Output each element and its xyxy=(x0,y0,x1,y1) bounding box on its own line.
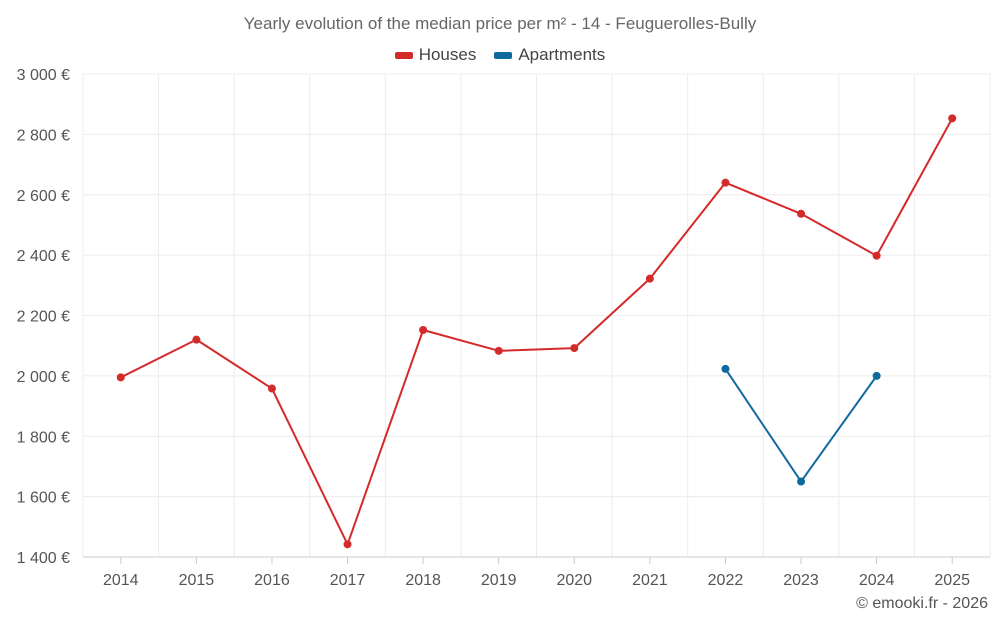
y-tick-label: 2 400 € xyxy=(17,248,70,265)
data-point-apartments xyxy=(797,477,806,486)
data-point-houses xyxy=(343,540,352,549)
data-point-houses xyxy=(267,384,276,393)
data-point-houses xyxy=(721,178,730,187)
data-point-houses xyxy=(494,346,503,355)
data-point-houses xyxy=(645,274,654,283)
x-tick-label: 2017 xyxy=(330,572,366,589)
data-point-houses xyxy=(419,325,428,334)
data-point-houses xyxy=(570,344,579,353)
x-tick-label: 2019 xyxy=(481,572,517,589)
y-tick-label: 1 600 € xyxy=(17,490,70,507)
legend-label-apartments: Apartments xyxy=(518,45,606,64)
legend-item-apartments[interactable]: Apartments xyxy=(494,45,605,65)
x-tick-label: 2022 xyxy=(708,572,744,589)
x-tick-label: 2024 xyxy=(859,572,895,589)
data-point-houses xyxy=(192,335,201,344)
x-tick-label: 2021 xyxy=(632,572,668,589)
chart-title: Yearly evolution of the median price per… xyxy=(243,14,757,33)
legend-swatch-apartments xyxy=(494,51,513,59)
data-point-houses xyxy=(116,373,125,382)
y-tick-label: 2 800 € xyxy=(17,127,70,144)
x-tick-label: 2018 xyxy=(405,572,441,589)
data-point-houses xyxy=(948,114,957,123)
y-tick-label: 3 000 € xyxy=(17,67,70,84)
series-line-houses xyxy=(120,117,954,546)
legend-item-houses[interactable]: Houses xyxy=(394,45,477,65)
y-tick-label: 1 800 € xyxy=(17,429,70,446)
data-point-apartments xyxy=(721,364,730,373)
x-tick-label: 2025 xyxy=(934,572,970,589)
credit: © emooki.fr - 2026 xyxy=(856,595,988,612)
x-tick-label: 2020 xyxy=(556,572,592,589)
series-line-apartments xyxy=(724,368,878,483)
x-tick-label: 2015 xyxy=(179,572,215,589)
legend-swatch-houses xyxy=(394,51,413,59)
data-point-apartments xyxy=(872,371,881,380)
x-tick-label: 2016 xyxy=(254,572,290,589)
x-tick-label: 2014 xyxy=(103,572,139,589)
x-tick-label: 2023 xyxy=(783,572,819,589)
y-tick-label: 2 200 € xyxy=(17,309,70,326)
y-tick-label: 2 600 € xyxy=(17,188,70,205)
data-point-houses xyxy=(797,209,806,218)
y-tick-label: 2 000 € xyxy=(17,369,70,386)
data-point-houses xyxy=(872,251,881,260)
y-tick-label: 1 400 € xyxy=(17,550,70,567)
legend: Houses Apartments xyxy=(0,45,1000,65)
legend-label-houses: Houses xyxy=(418,45,477,64)
